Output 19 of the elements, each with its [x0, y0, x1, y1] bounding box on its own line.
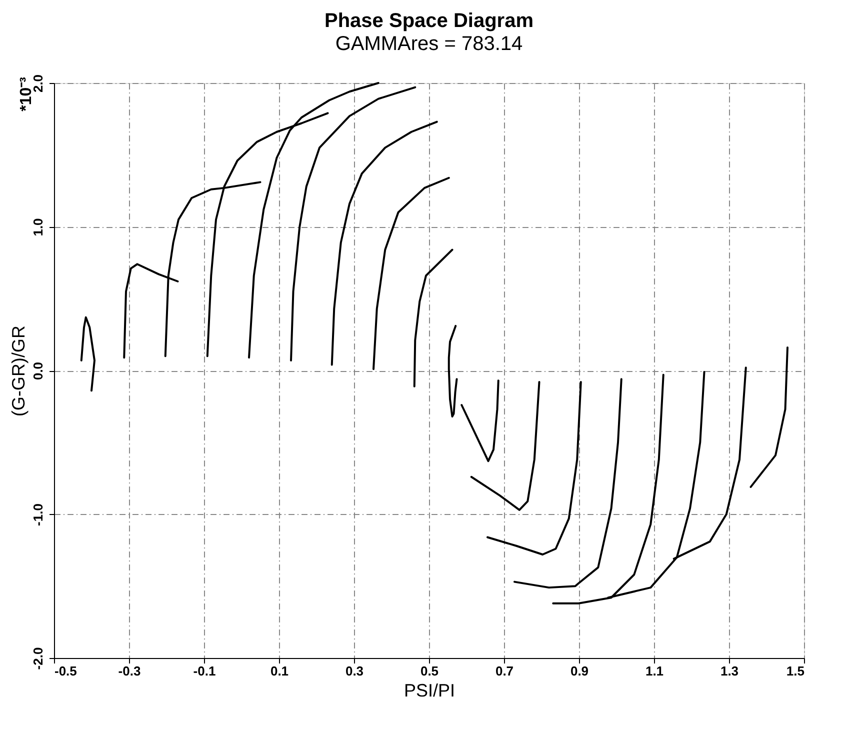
x-tick-label: -0.1	[193, 664, 216, 678]
y-axis-title: (G-GR)/GR	[8, 326, 28, 416]
x-tick-label: -0.3	[118, 664, 141, 678]
x-tick-label: -0.5	[54, 664, 77, 678]
y-tick-label: -1.0	[30, 504, 46, 526]
x-tick-label: 1.5	[786, 664, 804, 678]
x-tick-label: 0.1	[270, 664, 289, 678]
y-tick-label: 1.0	[30, 218, 46, 236]
x-tick-label: 1.1	[645, 664, 664, 678]
chart-subtitle: GAMMAres = 783.14	[335, 32, 523, 55]
x-axis-title: PSI/PI	[404, 680, 456, 700]
x-tick-label: 0.9	[570, 664, 589, 678]
x-tick-label: 0.5	[420, 664, 439, 678]
y-tick-label: -2.0	[30, 647, 46, 670]
chart-title: Phase Space Diagram	[324, 10, 534, 32]
x-tick-label: 1.3	[720, 664, 739, 678]
x-tick-label: 0.3	[345, 664, 364, 678]
y-tick-label: 0.0	[30, 362, 46, 380]
x-tick-label: 0.7	[495, 664, 514, 678]
